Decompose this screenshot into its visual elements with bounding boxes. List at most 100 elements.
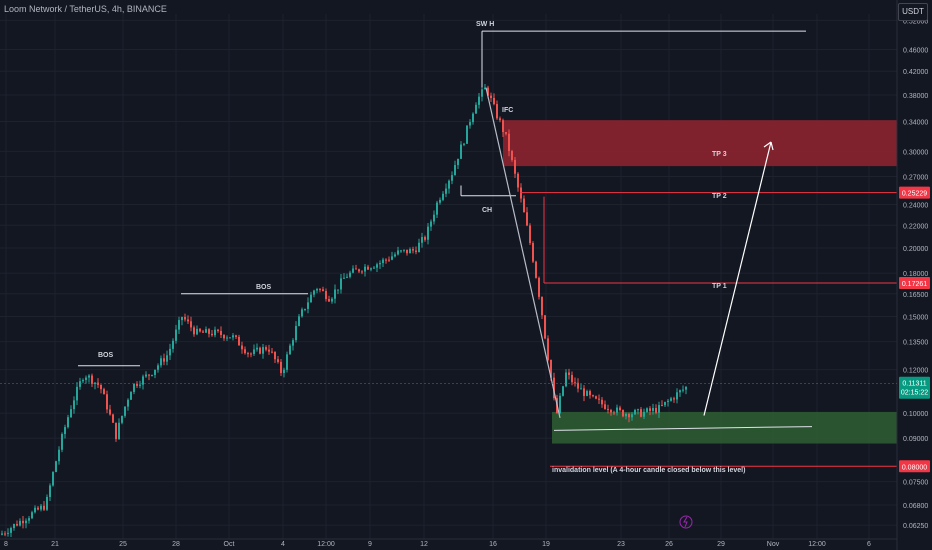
candle	[103, 387, 105, 395]
candle	[463, 142, 465, 147]
candle	[238, 334, 240, 346]
candle	[619, 405, 621, 412]
candle	[262, 344, 264, 359]
annotation-bos-left: BOS	[98, 352, 114, 359]
candle	[4, 531, 6, 537]
candle	[616, 404, 618, 416]
candle	[55, 460, 57, 473]
lightning-icon[interactable]	[679, 515, 693, 529]
y-tick-label: 0.16500	[903, 292, 928, 299]
candle	[685, 386, 687, 395]
candle	[682, 385, 684, 393]
candle	[607, 404, 609, 414]
candle	[40, 503, 42, 512]
x-tick-label: 12:00	[317, 541, 335, 548]
candle	[46, 494, 48, 511]
candle	[502, 118, 504, 137]
candle	[493, 93, 495, 106]
candle	[391, 251, 393, 261]
candle	[358, 268, 360, 274]
candle	[565, 369, 567, 388]
candle	[511, 149, 513, 162]
candle	[259, 346, 261, 355]
x-tick-label: Oct	[224, 541, 235, 548]
candle	[409, 247, 411, 254]
y-tick-label: 0.18000	[903, 271, 928, 278]
candle	[406, 249, 408, 256]
candle	[433, 210, 435, 225]
candle	[190, 316, 192, 332]
current-price-text: 0.11311	[902, 381, 926, 388]
candle	[106, 390, 108, 414]
x-tick-label: 16	[489, 541, 497, 548]
candle	[523, 195, 525, 213]
candle	[382, 257, 384, 267]
x-tick-label: 4	[281, 541, 285, 548]
price-label-text: 0.08000	[902, 464, 927, 471]
candle	[64, 424, 66, 439]
candle	[70, 405, 72, 418]
candle	[142, 374, 144, 390]
candle	[580, 383, 582, 390]
candle	[109, 404, 111, 416]
y-tick-label: 0.09000	[903, 436, 928, 443]
x-tick-label: 26	[665, 541, 673, 548]
candle	[37, 506, 39, 511]
candle	[532, 241, 534, 263]
annotation-invalidation: invalidation level (A 4-hour candle clos…	[552, 467, 745, 474]
candle	[289, 343, 291, 355]
candle	[418, 238, 420, 253]
projection-arrow	[703, 141, 772, 416]
candle	[298, 314, 300, 327]
candle	[241, 341, 243, 354]
candle	[175, 324, 177, 344]
candle	[364, 263, 366, 277]
candle	[307, 297, 309, 314]
candle	[208, 328, 210, 338]
candle	[403, 249, 405, 253]
candle	[160, 355, 162, 368]
candle	[304, 308, 306, 312]
y-tick-label: 0.42000	[903, 69, 928, 76]
candle	[631, 412, 633, 421]
candle	[373, 265, 375, 269]
candle	[187, 315, 189, 324]
candle	[268, 344, 270, 355]
candle	[277, 356, 279, 364]
candle	[82, 378, 84, 384]
candle	[457, 158, 459, 170]
candle	[388, 256, 390, 263]
candle	[439, 197, 441, 205]
candle	[271, 347, 273, 354]
candle	[352, 265, 354, 274]
candle	[10, 526, 12, 538]
candle	[7, 528, 9, 537]
candle	[16, 520, 18, 527]
candle	[343, 273, 345, 279]
annotation-ifc: IFC	[502, 107, 513, 114]
time-axis: 8 21 25 28 Oct 4 12:00 9 12 16 19 23 26 29 Nov 12:00 6	[0, 538, 897, 548]
candle	[610, 408, 612, 416]
y-tick-label: 0.24000	[903, 203, 928, 210]
candle	[601, 396, 603, 408]
candle	[148, 374, 150, 381]
y-tick-label: 0.10000	[903, 411, 928, 418]
candle	[220, 326, 222, 338]
candle	[625, 412, 627, 420]
candle	[196, 325, 198, 336]
candle	[370, 267, 372, 272]
price-label-box	[899, 460, 930, 473]
candle	[499, 116, 501, 123]
candle	[67, 414, 69, 429]
x-tick-label: 29	[717, 541, 725, 548]
candle	[253, 344, 255, 356]
annotation-bos-right: BOS	[256, 284, 272, 291]
candle	[139, 380, 141, 389]
candle	[562, 385, 564, 397]
currency-button[interactable]: USDT	[898, 3, 928, 21]
candle	[577, 378, 579, 393]
y-tick-label: 0.20000	[903, 246, 928, 253]
candle	[505, 132, 507, 136]
